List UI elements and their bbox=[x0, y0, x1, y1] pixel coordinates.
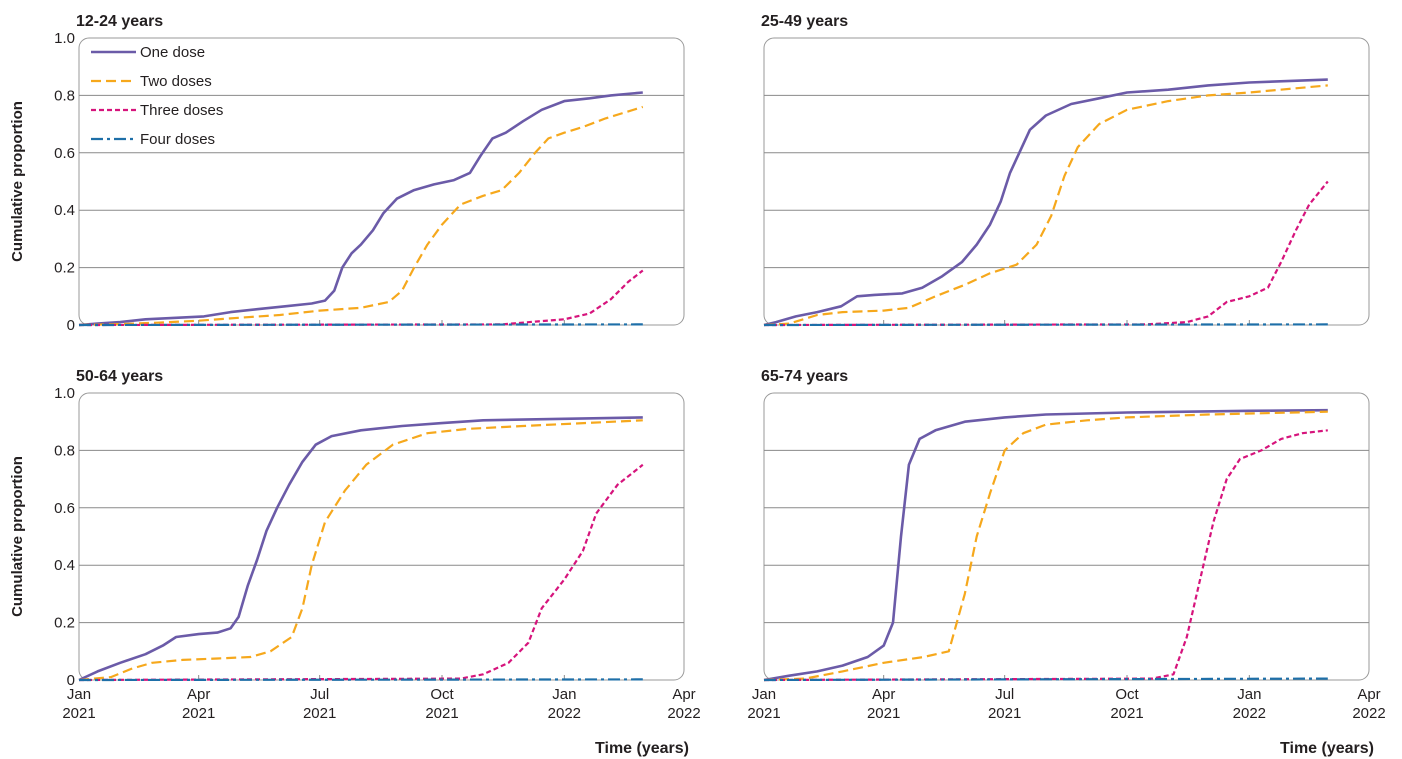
series-line-three-doses bbox=[78, 269, 644, 327]
plot-frame bbox=[78, 392, 685, 681]
series-line-two-doses bbox=[763, 84, 1328, 327]
series-line-two-doses bbox=[78, 105, 644, 327]
x-tick-year: 2022 bbox=[548, 705, 581, 722]
panel-title: 65-74 years bbox=[761, 368, 848, 385]
y-tick-label: 0 bbox=[67, 317, 75, 334]
x-tick-year: 2021 bbox=[425, 705, 458, 722]
x-tick-label: Jul bbox=[995, 686, 1014, 703]
x-axis-label: Time (years) bbox=[595, 740, 689, 757]
series-line-one-dose bbox=[763, 78, 1328, 327]
x-tick-year: 2021 bbox=[303, 705, 336, 722]
y-tick-label: 0 bbox=[67, 672, 75, 689]
x-tick-label: Apr bbox=[1357, 686, 1380, 703]
legend-label: Two doses bbox=[140, 73, 212, 90]
series-line-three-doses bbox=[78, 463, 644, 682]
x-tick-year: 2021 bbox=[867, 705, 900, 722]
x-tick-year: 2021 bbox=[988, 705, 1021, 722]
x-tick-label: Apr bbox=[187, 686, 210, 703]
series-line-four-doses bbox=[78, 678, 643, 682]
series-line-two-doses bbox=[78, 419, 643, 682]
y-tick-label: 1.0 bbox=[54, 30, 75, 47]
panel-title: 12-24 years bbox=[76, 13, 163, 30]
series-line-four-doses bbox=[78, 323, 643, 327]
panel-65-74-years: 65-74 years Jan 2021 Apr 2021 Jul 2021 Oct 2021 J… bbox=[747, 368, 1385, 757]
x-tick-label: Jan bbox=[752, 686, 776, 703]
y-tick-label: 0.6 bbox=[54, 145, 75, 162]
series-line-three-doses bbox=[763, 180, 1329, 327]
y-tick-label: 0.4 bbox=[54, 202, 75, 219]
x-tick-label: Jan bbox=[552, 686, 576, 703]
series-line-one-dose bbox=[78, 91, 643, 327]
x-tick-year: 2022 bbox=[1233, 705, 1266, 722]
panel-title: 50-64 years bbox=[76, 368, 163, 385]
x-tick-label: Oct bbox=[1115, 686, 1139, 703]
series-line-one-dose bbox=[78, 416, 643, 682]
y-tick-label: 0.2 bbox=[54, 260, 75, 277]
x-tick-label: Jan bbox=[1237, 686, 1261, 703]
y-tick-label: 0.8 bbox=[54, 87, 75, 104]
y-axis-label: Cumulative proportion bbox=[9, 456, 26, 617]
y-tick-label: 1.0 bbox=[54, 385, 75, 402]
y-tick-label: 0.4 bbox=[54, 557, 75, 574]
legend-label: One dose bbox=[140, 44, 205, 61]
panel-12-24-years: 12-24 years 0 0.2 0.4 0.6 0.8 1.0 Cumulative pr… bbox=[9, 13, 685, 334]
legend-label: Three doses bbox=[140, 102, 223, 119]
panel-25-49-years: 25-49 years bbox=[761, 13, 1370, 327]
x-axis-label: Time (years) bbox=[1280, 740, 1374, 757]
series-line-two-doses bbox=[763, 410, 1328, 682]
x-tick-label: Jan bbox=[67, 686, 91, 703]
panel-50-64-years: 50-64 years 0 0.2 0.4 0.6 0.8 1.0 Cumulative pr… bbox=[9, 368, 701, 757]
x-tick-label: Oct bbox=[430, 686, 454, 703]
x-tick-year: 2021 bbox=[747, 705, 780, 722]
x-tick-year: 2022 bbox=[667, 705, 700, 722]
series-line-three-doses bbox=[763, 429, 1328, 682]
y-tick-label: 0.6 bbox=[54, 500, 75, 517]
y-axis-label: Cumulative proportion bbox=[9, 101, 26, 262]
x-tick-label: Apr bbox=[872, 686, 895, 703]
legend-label: Four doses bbox=[140, 131, 215, 148]
panel-title: 25-49 years bbox=[761, 13, 848, 30]
y-tick-label: 0.2 bbox=[54, 615, 75, 632]
plot-frame bbox=[763, 392, 1370, 681]
x-tick-year: 2021 bbox=[1110, 705, 1143, 722]
series-line-one-dose bbox=[763, 408, 1328, 682]
x-tick-year: 2021 bbox=[182, 705, 215, 722]
x-tick-label: Apr bbox=[672, 686, 695, 703]
x-tick-label: Jul bbox=[310, 686, 329, 703]
series-line-four-doses bbox=[763, 323, 1328, 327]
y-tick-label: 0.8 bbox=[54, 442, 75, 459]
series-line-four-doses bbox=[763, 677, 1328, 682]
x-tick-year: 2022 bbox=[1352, 705, 1385, 722]
x-tick-year: 2021 bbox=[62, 705, 95, 722]
legend: One dose Two doses Three doses Four doses bbox=[91, 44, 223, 148]
